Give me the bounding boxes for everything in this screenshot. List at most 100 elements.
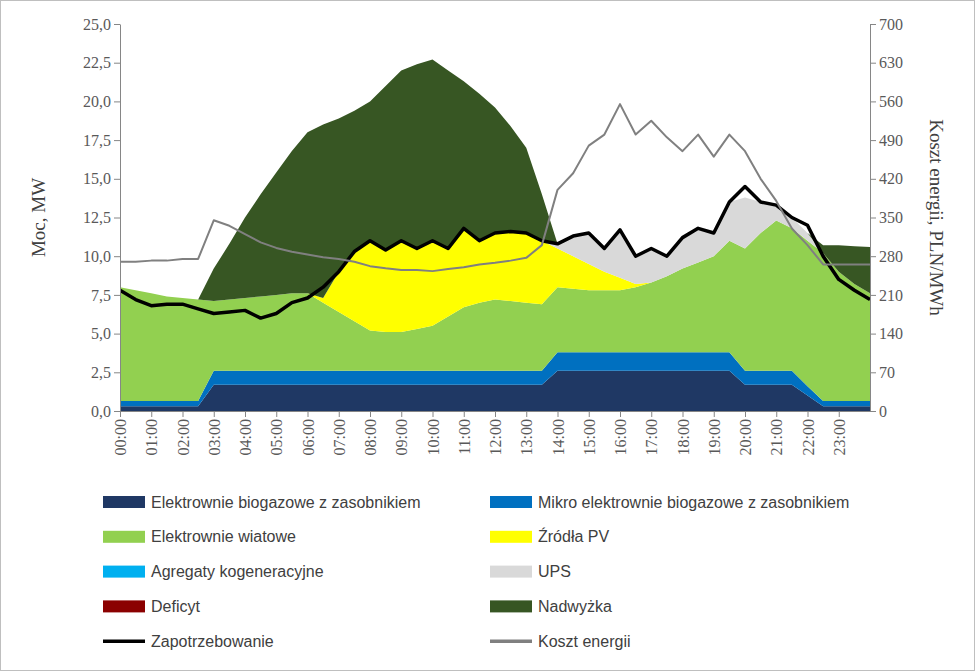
tick: 5,0: [91, 325, 120, 342]
tick-mark: [870, 24, 876, 25]
tick-label: 06:00: [300, 419, 317, 455]
tick: 03:00: [206, 411, 223, 455]
tick-label: 23:00: [831, 419, 848, 455]
area-series: [120, 60, 870, 301]
tick: 04:00: [237, 411, 254, 455]
tick: 210: [870, 287, 903, 304]
tick-label: 07:00: [331, 419, 348, 455]
tick-label: 00:00: [112, 419, 129, 455]
tick: 20,0: [83, 93, 120, 110]
tick-label: 09:00: [393, 419, 410, 455]
legend-label: Zapotrzebowanie: [151, 633, 274, 650]
tick-mark: [870, 256, 876, 257]
tick-mark: [870, 372, 876, 373]
tick-mark: [870, 334, 876, 335]
tick-mark: [464, 411, 465, 417]
tick-mark: [620, 411, 621, 417]
tick-mark: [433, 411, 434, 417]
y-axis: 0,02,55,07,510,012,515,017,520,022,525,0: [83, 16, 121, 420]
chart: 00:00 01:00 02:00 03:00 04:00 05:00 06:00 07:00…: [0, 0, 975, 671]
x-axis: 00:00 01:00 02:00 03:00 04:00 05:00 06:00 07:00…: [112, 411, 870, 455]
tick-mark: [808, 411, 809, 417]
tick: 23:00: [831, 411, 848, 455]
tick-label: 22,5: [83, 54, 111, 71]
tick: 22,5: [83, 54, 120, 71]
tick-label: 21:00: [768, 419, 785, 455]
tick: 10,0: [83, 248, 120, 265]
tick-label: 17,5: [83, 132, 111, 149]
legend-label: Koszt energii: [538, 633, 631, 650]
legend-label: Mikro elektrownie biogazowe z zasobnikie…: [538, 494, 849, 511]
tick: 630: [870, 54, 903, 71]
legend-swatch: [103, 566, 145, 578]
tick-label: 14:00: [550, 419, 567, 455]
tick-mark: [714, 411, 715, 417]
line-series: [120, 187, 870, 319]
tick: 700: [870, 16, 903, 33]
tick-label: 01:00: [143, 419, 160, 455]
tick-label: 22:00: [800, 419, 817, 455]
tick-mark: [276, 411, 277, 417]
tick-mark: [214, 411, 215, 417]
tick: 02:00: [175, 411, 192, 455]
tick-label: 25,0: [83, 16, 111, 33]
tick-label: 10:00: [425, 419, 442, 455]
tick-mark: [114, 218, 120, 219]
tick: 19:00: [706, 411, 723, 455]
tick-label: 20,0: [83, 93, 111, 110]
tick-mark: [114, 334, 120, 335]
tick-mark: [339, 411, 340, 417]
legend: Elektrownie biogazowe z zasobnikiemMikro…: [103, 494, 849, 650]
tick-mark: [308, 411, 309, 417]
tick-label: 2,5: [91, 364, 111, 381]
tick: 560: [870, 93, 903, 110]
legend-swatch: [103, 496, 145, 508]
tick: 70: [870, 364, 895, 381]
y2-axis-title: Koszt energii, PLN/MWh: [926, 119, 947, 316]
tick-label: 0: [879, 403, 887, 420]
tick-mark: [683, 411, 684, 417]
tick-mark: [370, 411, 371, 417]
tick-label: 20:00: [737, 419, 754, 455]
tick-mark: [114, 140, 120, 141]
tick-mark: [495, 411, 496, 417]
tick-label: 05:00: [268, 419, 285, 455]
tick-mark: [870, 140, 876, 141]
y-axis-title: Moc, MW: [28, 178, 49, 257]
legend-label: Nadwyżka: [538, 598, 612, 615]
tick: 0: [870, 403, 887, 420]
legend-label: UPS: [538, 563, 571, 580]
tick-mark: [114, 295, 120, 296]
tick: 15,0: [83, 170, 120, 187]
tick: 15:00: [581, 411, 598, 455]
tick-label: 08:00: [362, 419, 379, 455]
tick-label: 03:00: [206, 419, 223, 455]
tick-mark: [745, 411, 746, 417]
tick-label: 02:00: [175, 419, 192, 455]
tick-label: 70: [879, 364, 895, 381]
tick-mark: [114, 101, 120, 102]
tick-label: 630: [879, 54, 903, 71]
tick: 350: [870, 209, 903, 226]
tick-label: 350: [879, 209, 903, 226]
tick: 10:00: [425, 411, 442, 455]
tick-mark: [120, 411, 121, 417]
y2-axis: 070140210280350420490560630700: [870, 16, 903, 420]
legend-swatch: [490, 639, 532, 643]
tick: 11:00: [456, 411, 473, 455]
tick: 01:00: [143, 411, 160, 455]
tick-mark: [114, 63, 120, 64]
legend-swatch: [490, 496, 532, 508]
tick-mark: [776, 411, 777, 417]
tick-mark: [870, 179, 876, 180]
tick-mark: [114, 411, 120, 412]
tick-mark: [839, 411, 840, 417]
tick-label: 7,5: [91, 287, 111, 304]
plot-marks: [120, 60, 870, 411]
tick: 00:00: [112, 411, 129, 455]
tick: 25,0: [83, 16, 120, 33]
tick-label: 15:00: [581, 419, 598, 455]
tick: 06:00: [300, 411, 317, 455]
tick-mark: [870, 411, 876, 412]
tick-label: 560: [879, 93, 903, 110]
